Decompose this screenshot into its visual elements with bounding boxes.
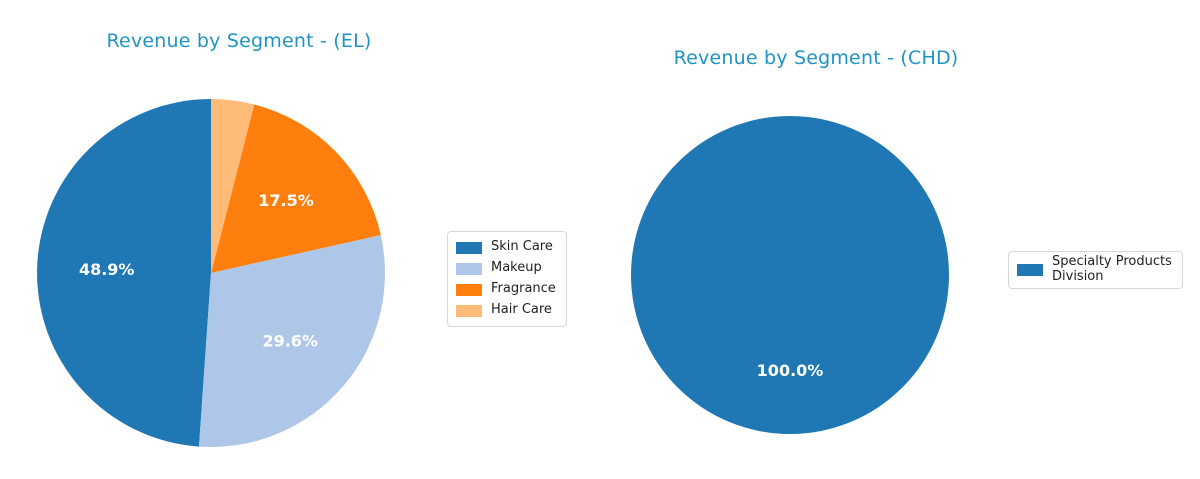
legend-label: Makeup bbox=[491, 260, 542, 276]
legend-swatch-hair-care bbox=[456, 304, 482, 317]
legend-swatch-makeup bbox=[456, 262, 482, 275]
pie-revenue-chd: 100.0% bbox=[631, 116, 949, 434]
pie-slice-pct-label-makeup: 29.6% bbox=[262, 332, 318, 351]
legend-item-fragrance: Fragrance bbox=[456, 279, 556, 300]
pie-slice-specialty-products-division bbox=[631, 116, 949, 434]
legend-item-makeup: Makeup bbox=[456, 258, 556, 279]
pie-slice-makeup bbox=[198, 235, 386, 447]
pie-slice-pct-label-skin-care: 48.9% bbox=[79, 260, 135, 279]
legend-item-skin-care: Skin Care bbox=[456, 237, 556, 258]
legend-swatch-skin-care bbox=[456, 241, 482, 254]
pie-slice-fragrance bbox=[211, 104, 381, 273]
chart-title-chd: Revenue by Segment - (CHD) bbox=[673, 47, 959, 69]
pie-slice-pct-label-fragrance: 17.5% bbox=[258, 191, 314, 210]
legend-item-specialty-products-division: Specialty Products Division bbox=[1017, 255, 1172, 284]
legend-swatch-specialty-products-division bbox=[1017, 264, 1043, 276]
legend-label: Fragrance bbox=[491, 281, 556, 297]
pie-slice-pct-label-specialty-products-division: 100.0% bbox=[757, 361, 824, 380]
pie-revenue-el: 48.9% 29.6% 17.5% bbox=[37, 99, 386, 447]
legend-label: Specialty Products Division bbox=[1052, 254, 1172, 284]
chart-title-el: Revenue by Segment - (EL) bbox=[106, 30, 372, 52]
pie-slice-hair-care bbox=[211, 99, 255, 273]
legend-item-hair-care: Hair Care bbox=[456, 300, 556, 321]
legend-label: Hair Care bbox=[491, 302, 552, 318]
legend-el: Skin Care Makeup Fragrance Hair Care bbox=[447, 231, 567, 327]
legend-chd: Specialty Products Division bbox=[1008, 251, 1183, 289]
legend-swatch-fragrance bbox=[456, 283, 482, 296]
pie-slice-skin-care bbox=[37, 99, 212, 447]
legend-label: Skin Care bbox=[491, 239, 553, 255]
